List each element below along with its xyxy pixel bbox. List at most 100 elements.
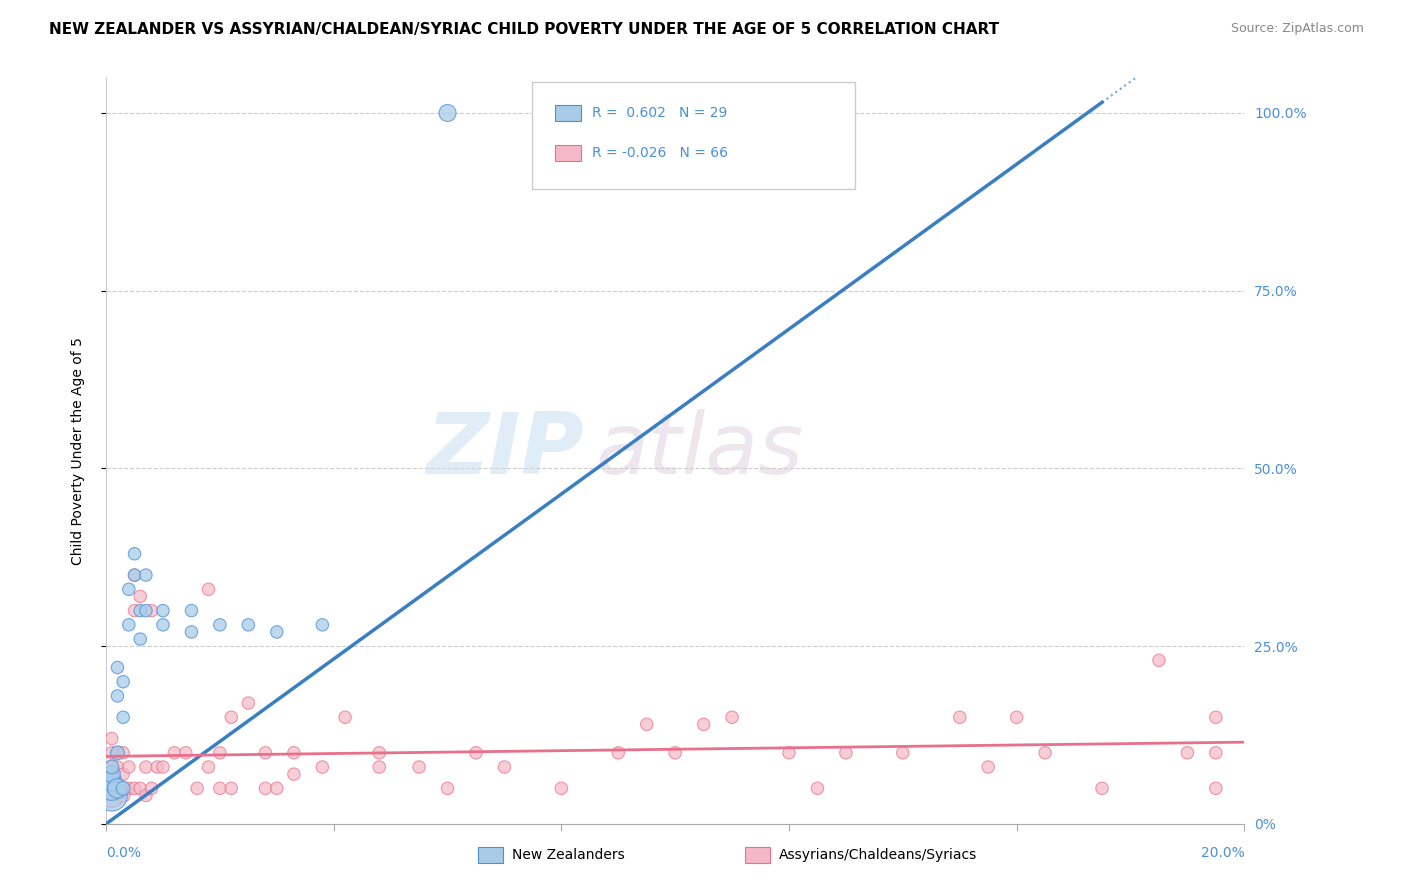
Point	[238, 617, 260, 632]
Point	[219, 710, 242, 724]
Point	[100, 760, 122, 774]
Point	[197, 582, 219, 597]
Point	[112, 710, 135, 724]
Point	[152, 617, 174, 632]
Point	[436, 106, 458, 120]
Point	[494, 760, 516, 774]
Point	[112, 789, 135, 803]
Point	[891, 746, 914, 760]
Point	[174, 746, 197, 760]
Point	[607, 746, 630, 760]
Point	[636, 717, 658, 731]
Point	[283, 746, 305, 760]
Point	[1177, 746, 1199, 760]
Point	[129, 632, 152, 646]
Point	[949, 710, 972, 724]
Point	[408, 760, 430, 774]
Point	[100, 746, 122, 760]
Point	[238, 696, 260, 710]
Point	[311, 760, 333, 774]
Point	[141, 604, 163, 618]
Point	[107, 746, 129, 760]
Text: ZIP: ZIP	[426, 409, 583, 492]
Text: Assyrians/Chaldeans/Syriacs: Assyrians/Chaldeans/Syriacs	[779, 848, 977, 863]
Point	[118, 760, 141, 774]
Point	[100, 774, 122, 789]
Point	[100, 789, 122, 803]
Point	[112, 767, 135, 781]
Point	[100, 774, 122, 789]
Point	[266, 624, 288, 639]
Point	[368, 746, 391, 760]
Point	[124, 568, 146, 582]
Point	[135, 760, 157, 774]
Point	[266, 781, 288, 796]
Point	[107, 781, 129, 796]
Point	[107, 660, 129, 674]
Text: R = -0.026   N = 66: R = -0.026 N = 66	[592, 146, 728, 161]
Text: atlas: atlas	[596, 409, 803, 492]
Point	[219, 781, 242, 796]
Point	[1147, 653, 1170, 667]
Point	[721, 710, 744, 724]
Point	[124, 604, 146, 618]
Point	[129, 781, 152, 796]
Point	[100, 731, 122, 746]
Point	[692, 717, 714, 731]
Text: R =  0.602   N = 29: R = 0.602 N = 29	[592, 106, 727, 120]
Point	[124, 781, 146, 796]
Text: NEW ZEALANDER VS ASSYRIAN/CHALDEAN/SYRIAC CHILD POVERTY UNDER THE AGE OF 5 CORRE: NEW ZEALANDER VS ASSYRIAN/CHALDEAN/SYRIA…	[49, 22, 1000, 37]
Point	[977, 760, 1000, 774]
Point	[152, 604, 174, 618]
Point	[180, 624, 202, 639]
Point	[1205, 781, 1227, 796]
Text: 20.0%: 20.0%	[1201, 847, 1244, 860]
Point	[124, 547, 146, 561]
Point	[333, 710, 356, 724]
Point	[135, 604, 157, 618]
Point	[129, 604, 152, 618]
Point	[107, 760, 129, 774]
Point	[124, 568, 146, 582]
Point	[118, 781, 141, 796]
Point	[664, 746, 686, 760]
Point	[100, 781, 122, 796]
Point	[100, 767, 122, 781]
Point	[1091, 781, 1114, 796]
Point	[141, 781, 163, 796]
Point	[146, 760, 169, 774]
Point	[118, 617, 141, 632]
Point	[107, 746, 129, 760]
Point	[1005, 710, 1028, 724]
Point	[806, 781, 828, 796]
Point	[550, 781, 572, 796]
Point	[129, 590, 152, 604]
Point	[163, 746, 186, 760]
Point	[208, 781, 231, 796]
Point	[135, 789, 157, 803]
Text: 0.0%: 0.0%	[105, 847, 141, 860]
Point	[1205, 746, 1227, 760]
Point	[118, 582, 141, 597]
Point	[436, 781, 458, 796]
Point	[778, 746, 800, 760]
Point	[835, 746, 858, 760]
Point	[135, 568, 157, 582]
Y-axis label: Child Poverty Under the Age of 5: Child Poverty Under the Age of 5	[72, 337, 86, 565]
Point	[186, 781, 208, 796]
Point	[1205, 710, 1227, 724]
Point	[180, 604, 202, 618]
Point	[254, 746, 277, 760]
Point	[254, 781, 277, 796]
Point	[197, 760, 219, 774]
Text: Source: ZipAtlas.com: Source: ZipAtlas.com	[1230, 22, 1364, 36]
Point	[107, 689, 129, 703]
Point	[208, 746, 231, 760]
Point	[112, 746, 135, 760]
Point	[152, 760, 174, 774]
Point	[100, 760, 122, 774]
Point	[283, 767, 305, 781]
Point	[1033, 746, 1056, 760]
Text: New Zealanders: New Zealanders	[512, 848, 624, 863]
Point	[208, 617, 231, 632]
